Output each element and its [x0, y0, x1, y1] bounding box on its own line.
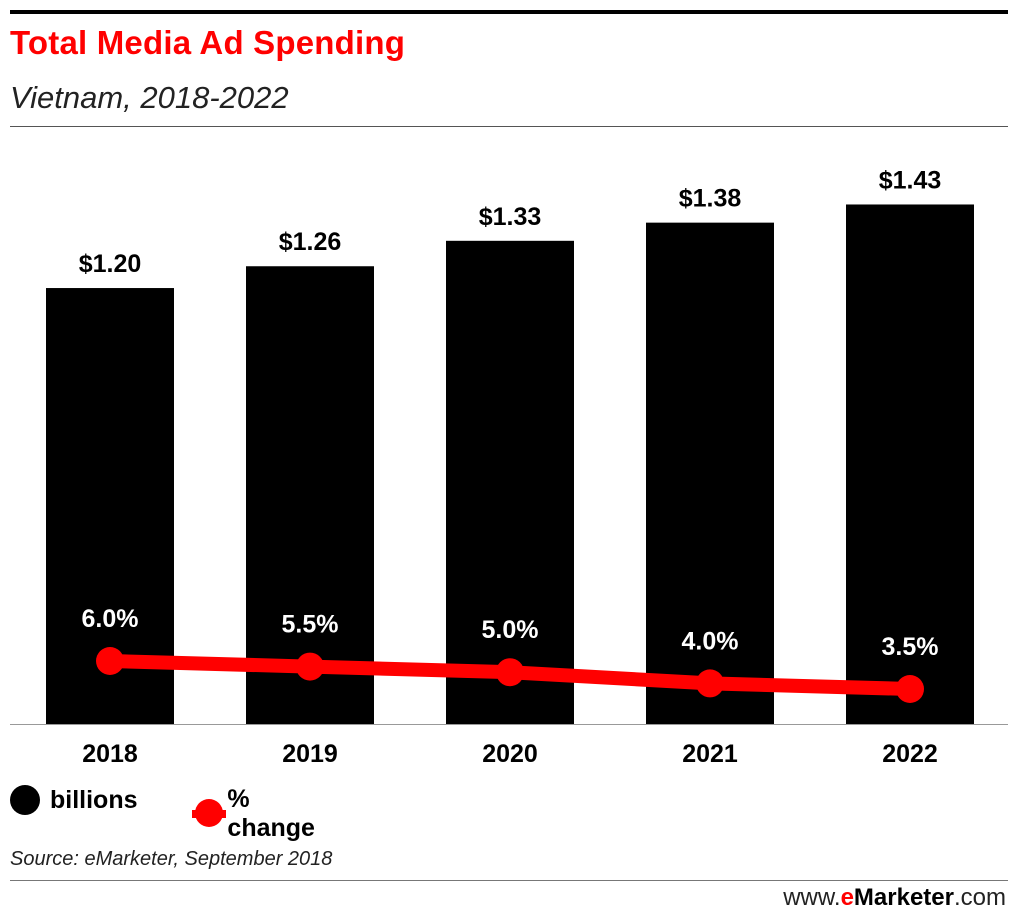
- point-change-2022: [896, 675, 924, 703]
- point-change-2020: [496, 658, 524, 687]
- x-tick-label-2019: 2019: [282, 740, 338, 768]
- point-change-2021: [696, 669, 724, 698]
- bar-value-label-2019: $1.26: [279, 228, 342, 256]
- legend-item-change: % change: [192, 785, 322, 843]
- change-label-2021: 4.0%: [682, 627, 739, 655]
- chart-subtitle: Vietnam, 2018-2022: [10, 80, 289, 115]
- change-label-2018: 6.0%: [82, 605, 139, 633]
- legend-swatch-billions: [10, 785, 40, 815]
- bar-value-label-2018: $1.20: [79, 250, 142, 278]
- brand-logo: www.eMarketer.com: [783, 884, 1006, 911]
- bar-value-label-2022: $1.43: [879, 166, 942, 194]
- bottom-rule: [10, 880, 1008, 881]
- legend-item-billions: billions: [10, 785, 138, 815]
- chart-title: Total Media Ad Spending: [10, 24, 406, 61]
- x-tick-label-2020: 2020: [482, 740, 538, 768]
- legend-label-billions: billions: [50, 785, 138, 814]
- bar-2022: [846, 204, 974, 724]
- source-note: Source: eMarketer, September 2018: [10, 848, 333, 870]
- x-tick-label-2022: 2022: [882, 740, 938, 768]
- subtitle-rule: [10, 126, 1008, 127]
- bar-value-label-2020: $1.33: [479, 203, 542, 231]
- bar-2019: [246, 266, 374, 724]
- x-tick-label-2021: 2021: [682, 740, 738, 768]
- change-label-2022: 3.5%: [882, 633, 939, 661]
- x-tick-label-2018: 2018: [82, 740, 138, 768]
- top-rule: [10, 10, 1008, 14]
- bar-2020: [446, 240, 574, 724]
- point-change-2019: [296, 652, 324, 681]
- legend-label-change: % change: [227, 785, 315, 842]
- bar-2021: [646, 222, 774, 724]
- point-change-2018: [96, 647, 124, 675]
- bar-value-label-2021: $1.38: [679, 185, 742, 213]
- chart-area: $1.20 2018 $1.26 2019 $1.33 2020 $1.38 2021 $1.4…: [10, 166, 1008, 768]
- legend-swatch-change: [192, 799, 226, 829]
- change-label-2019: 5.5%: [282, 611, 339, 639]
- change-label-2020: 5.0%: [482, 616, 539, 644]
